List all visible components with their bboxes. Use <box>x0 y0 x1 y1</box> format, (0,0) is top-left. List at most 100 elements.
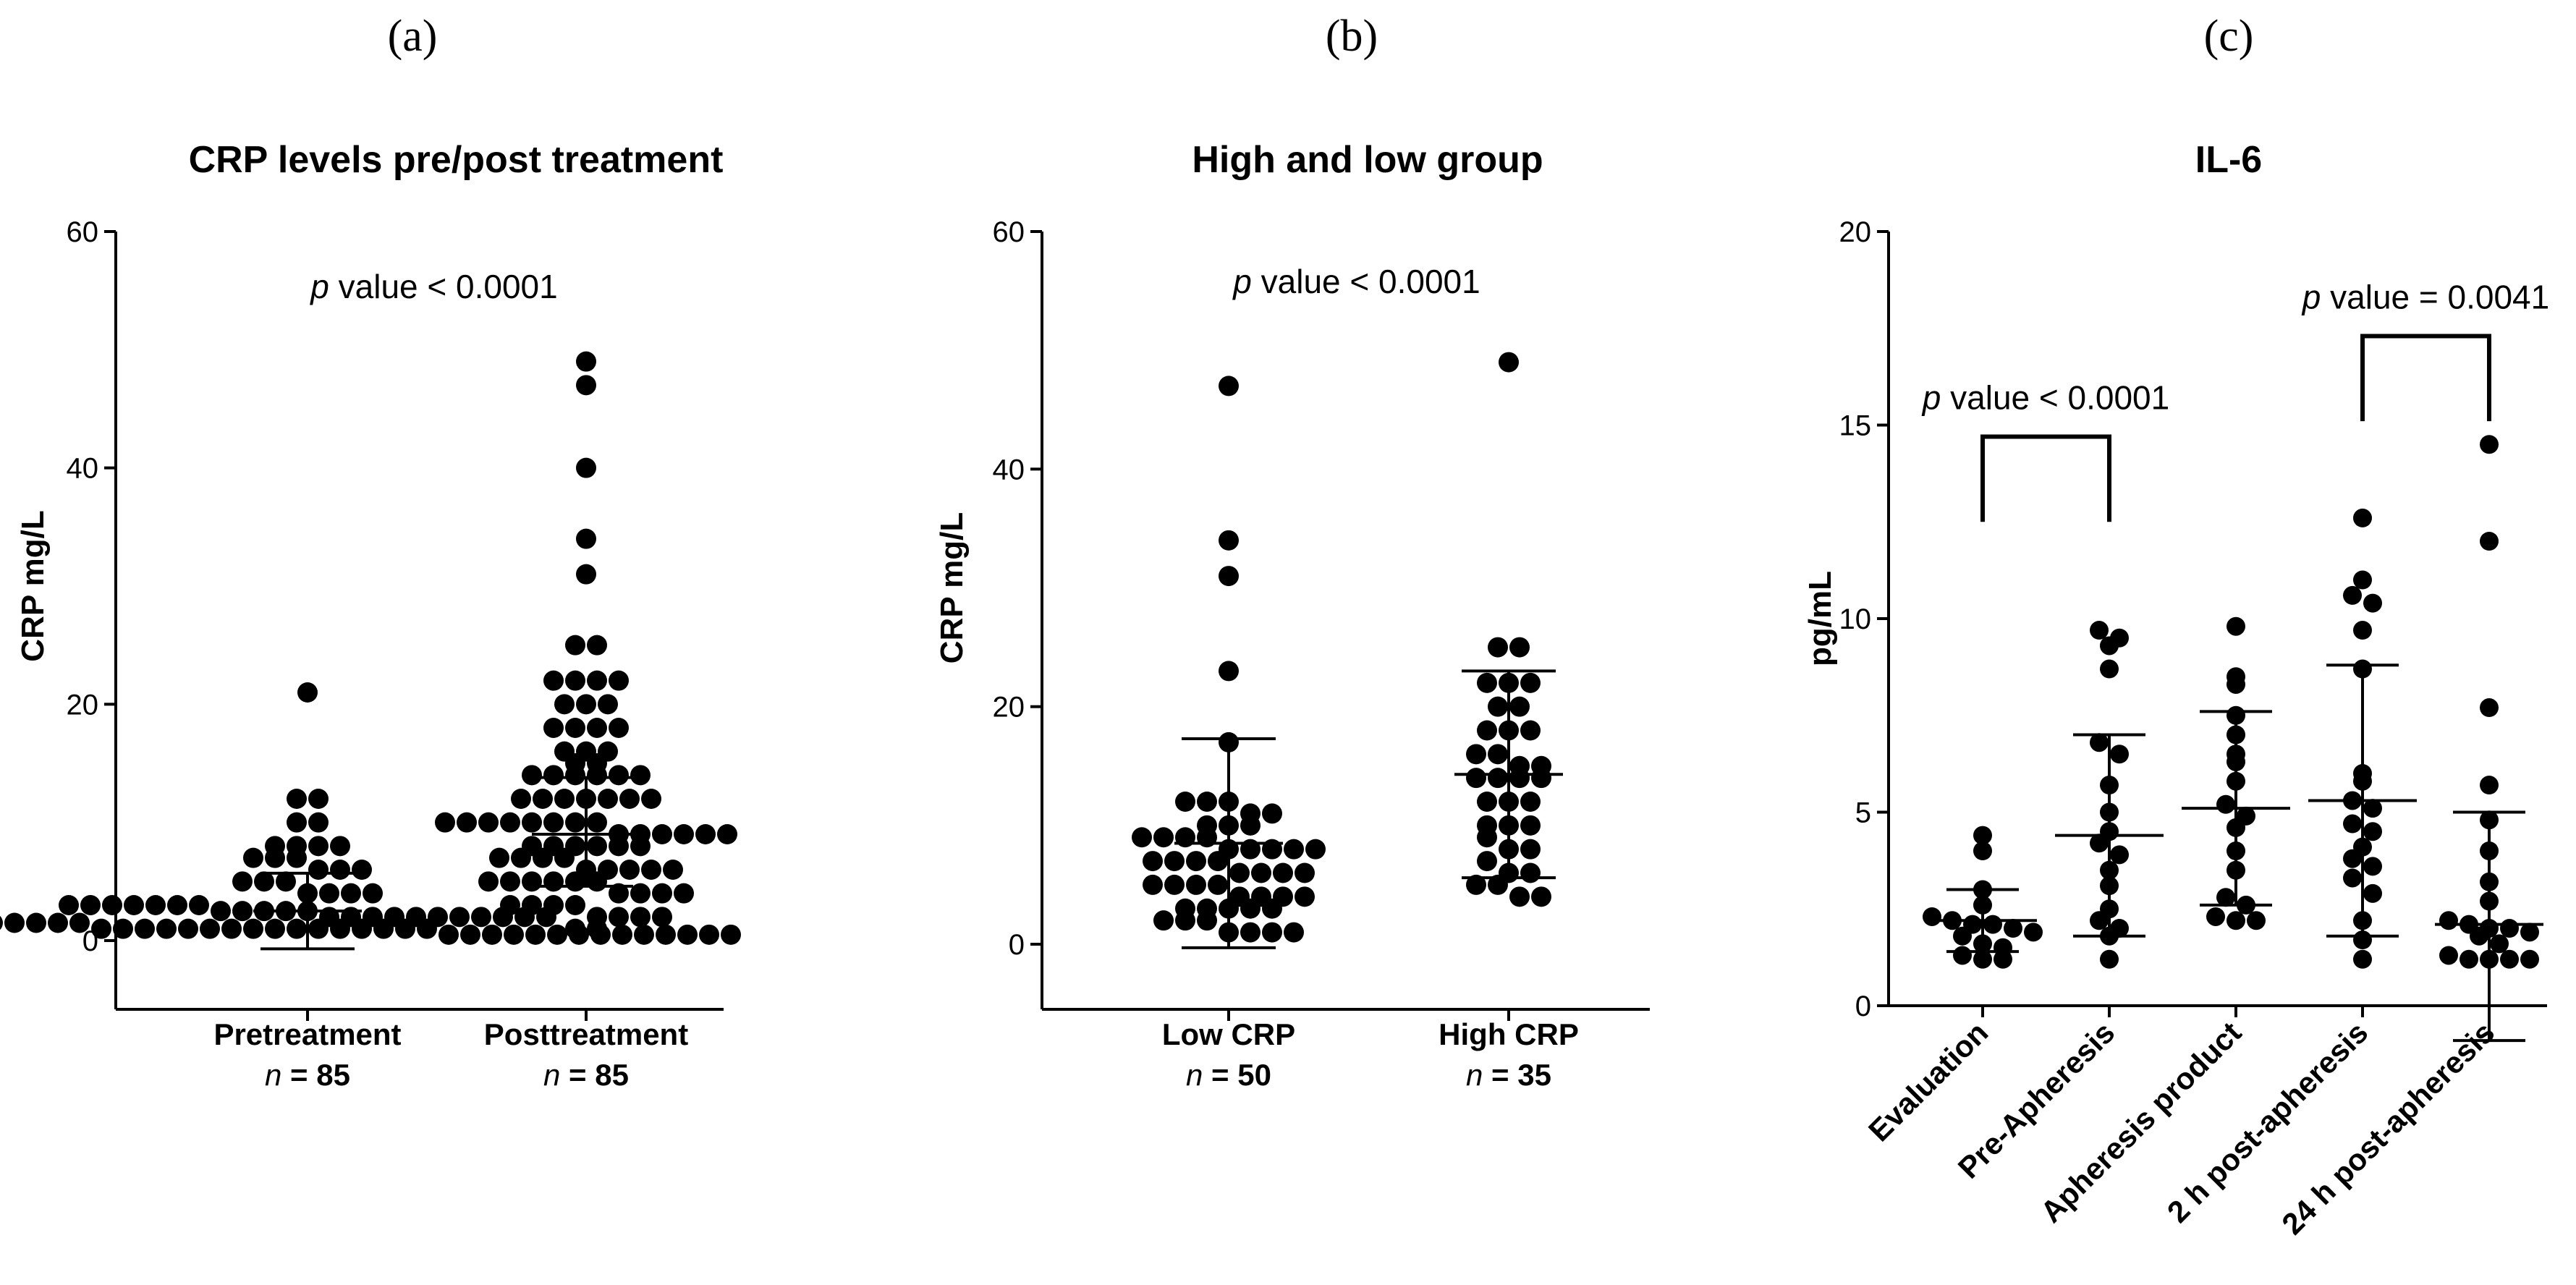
data-point <box>695 824 716 844</box>
panel-label: (c) <box>2204 12 2254 61</box>
n-label: n = 50 <box>1186 1058 1271 1092</box>
y-tick-label: 20 <box>993 692 1025 724</box>
data-point <box>417 918 437 939</box>
data-point <box>26 912 46 933</box>
data-point <box>460 924 480 945</box>
data-point <box>2343 585 2362 605</box>
data-point <box>330 860 350 880</box>
data-point <box>565 812 585 833</box>
data-point <box>308 812 329 833</box>
data-point <box>641 860 661 880</box>
data-point <box>2110 745 2129 764</box>
data-point <box>1477 851 1497 872</box>
data-point <box>135 918 155 939</box>
data-point <box>2460 949 2478 969</box>
data-point <box>48 912 68 933</box>
data-point <box>2090 834 2109 853</box>
significance-bracket <box>2360 334 2491 422</box>
data-point <box>457 812 477 833</box>
data-point <box>2353 508 2372 527</box>
p-value-annotation: p value = 0.0041 <box>2301 278 2549 315</box>
data-point <box>522 871 542 892</box>
data-point <box>1186 874 1206 895</box>
data-point <box>1520 862 1541 883</box>
data-point <box>200 918 220 939</box>
data-point <box>1295 862 1315 883</box>
data-point <box>2090 733 2109 752</box>
data-point <box>2490 934 2509 954</box>
y-axis-label: CRP mg/L <box>15 510 51 661</box>
n-value: 50 <box>1237 1058 1271 1092</box>
data-point <box>663 860 683 880</box>
data-point <box>352 860 372 880</box>
x-tick-label: Pretreatment <box>213 1017 401 1051</box>
data-point <box>1953 946 1972 965</box>
data-point <box>1262 803 1282 824</box>
data-point <box>1520 792 1541 812</box>
data-point <box>1262 922 1282 943</box>
y-tick-label: 0 <box>1009 929 1025 961</box>
n-symbol: n <box>1186 1058 1203 1092</box>
data-point <box>525 924 546 945</box>
data-point <box>1531 886 1551 907</box>
p-symbol: p <box>1921 379 1941 417</box>
data-point <box>189 895 209 915</box>
data-point <box>2227 616 2245 636</box>
data-point <box>587 670 607 691</box>
data-point <box>1488 768 1508 789</box>
p-value-annotation: p value < 0.0001 <box>1921 379 2169 417</box>
data-point <box>59 895 79 915</box>
data-point <box>254 871 274 892</box>
data-point <box>2227 911 2245 930</box>
data-point <box>395 918 415 939</box>
data-point <box>1229 862 1250 883</box>
data-point <box>352 918 372 939</box>
data-point <box>1531 768 1551 789</box>
data-point <box>2343 868 2362 888</box>
data-point <box>543 670 564 691</box>
p-value-annotation: p value < 0.0001 <box>1232 263 1480 300</box>
data-point <box>598 694 618 715</box>
data-point <box>1477 720 1497 741</box>
data-point <box>1488 696 1508 717</box>
data-point <box>1284 839 1304 860</box>
data-point <box>145 895 166 915</box>
panel-label: (b) <box>1326 12 1378 61</box>
n-equals: = <box>560 1058 595 1092</box>
y-axis-label: CRP mg/L <box>934 512 970 663</box>
data-point <box>1477 792 1497 812</box>
data-point <box>373 918 394 939</box>
data-point <box>1305 839 1326 860</box>
data-point <box>1466 874 1486 895</box>
data-point <box>630 836 651 857</box>
data-point <box>677 924 698 945</box>
data-point <box>576 564 596 585</box>
data-point <box>1197 910 1217 931</box>
data-point <box>478 812 499 833</box>
data-point <box>167 895 187 915</box>
data-point <box>511 789 531 809</box>
data-point <box>587 718 607 738</box>
data-point <box>565 765 585 786</box>
y-tick-label: 15 <box>1839 410 1872 442</box>
data-point <box>609 765 629 786</box>
data-point <box>554 847 575 868</box>
data-point <box>717 824 737 844</box>
data-point <box>1509 768 1530 789</box>
data-point <box>2353 621 2372 640</box>
data-point <box>178 918 198 939</box>
data-point <box>543 812 564 833</box>
data-point <box>243 918 263 939</box>
data-point <box>1284 922 1304 943</box>
data-point <box>576 351 596 372</box>
data-point <box>630 883 651 904</box>
data-point <box>1488 637 1508 658</box>
n-symbol: n <box>1466 1058 1483 1092</box>
data-point <box>308 918 329 939</box>
data-point <box>4 912 25 933</box>
data-point <box>609 670 629 691</box>
data-point <box>576 694 596 715</box>
data-point <box>265 918 285 939</box>
y-tick-label: 60 <box>993 216 1025 248</box>
